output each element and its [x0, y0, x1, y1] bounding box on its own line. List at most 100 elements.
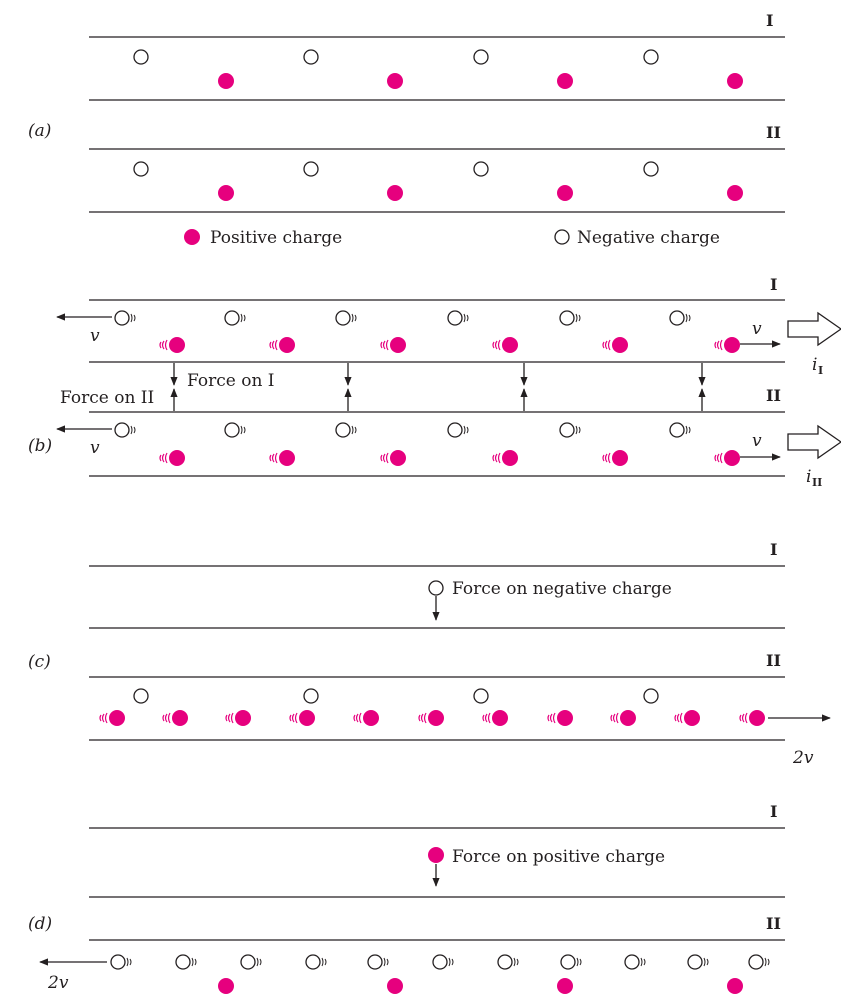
motion-mark [575, 313, 578, 323]
motion-mark [243, 314, 246, 322]
positive-charge [390, 450, 406, 466]
motion-mark [269, 341, 272, 349]
negative-charge [643, 161, 659, 177]
motion-mark [494, 340, 498, 350]
wire-label-2: II [766, 386, 781, 405]
wire-label-1: I [770, 540, 777, 559]
panel-a: I II (a) Positive charge Negative charge [28, 11, 785, 248]
motion-mark [719, 339, 723, 351]
motion-mark [716, 453, 720, 463]
motion-mark [161, 340, 165, 350]
negative-charge [473, 688, 489, 704]
current-label-2: i [806, 467, 811, 487]
motion-mark [706, 958, 709, 966]
negative-charge [643, 49, 659, 65]
wire-label-1: I [766, 11, 773, 30]
motion-mark [104, 712, 108, 724]
velocity-label-pos-2: v [752, 431, 762, 451]
motion-mark [380, 341, 383, 349]
motion-mark [640, 957, 643, 967]
positive-charge [279, 337, 295, 353]
motion-mark [358, 712, 362, 724]
motion-mark [256, 957, 259, 967]
motion-mark [418, 714, 421, 722]
positive-charge [749, 710, 765, 726]
positive-charge [169, 337, 185, 353]
wire-label-2: II [766, 651, 781, 670]
current-label-1: i [812, 355, 817, 375]
positive-charge [620, 710, 636, 726]
motion-mark [354, 314, 357, 322]
negative-charge [175, 954, 191, 970]
motion-mark [547, 714, 550, 722]
motion-mark [602, 454, 605, 462]
motion-mark [423, 712, 427, 724]
positive-charge [727, 978, 743, 994]
motion-mark [420, 713, 424, 723]
positive-charge [612, 337, 628, 353]
motion-mark [230, 712, 234, 724]
positive-charge [724, 337, 740, 353]
positive-charge [557, 710, 573, 726]
motion-mark [688, 314, 691, 322]
motion-mark [269, 454, 272, 462]
negative-charge [114, 310, 130, 326]
motion-mark [240, 425, 243, 435]
positive-charge [235, 710, 251, 726]
wire-label-2: II [766, 123, 781, 142]
motion-mark [744, 712, 748, 724]
motion-mark [610, 714, 613, 722]
motion-mark [164, 339, 168, 351]
positive-charge [218, 73, 234, 89]
motion-mark [685, 313, 688, 323]
positive-charge [387, 185, 403, 201]
negative-charge [367, 954, 383, 970]
velocity-label-neg-1: v [90, 326, 100, 346]
negative-charge [669, 310, 685, 326]
motion-mark [271, 453, 275, 463]
motion-mark [351, 425, 354, 435]
positive-charge [492, 710, 508, 726]
motion-mark [382, 453, 386, 463]
motion-mark [576, 957, 579, 967]
motion-mark [643, 958, 646, 966]
motion-mark [575, 425, 578, 435]
positive-charge [387, 978, 403, 994]
charges-d [110, 954, 770, 994]
motion-mark [382, 340, 386, 350]
motion-mark [191, 957, 194, 967]
negative-charge [114, 422, 130, 438]
motion-mark [194, 958, 197, 966]
panel-label-c: (c) [28, 652, 51, 672]
positive-charge [557, 978, 573, 994]
motion-mark [516, 958, 519, 966]
positive-charge [724, 450, 740, 466]
negative-charge [335, 422, 351, 438]
motion-mark [130, 313, 133, 323]
motion-mark [380, 454, 383, 462]
motion-mark [130, 425, 133, 435]
positive-charge [557, 73, 573, 89]
negative-charge [447, 310, 463, 326]
positive-charge [109, 710, 125, 726]
negative-charge [335, 310, 351, 326]
motion-mark [126, 957, 129, 967]
charges-b [114, 310, 740, 466]
negative-charge [133, 161, 149, 177]
motion-mark [494, 453, 498, 463]
legend-negative-label: Negative charge [577, 228, 720, 248]
negative-charge [240, 954, 256, 970]
motion-mark [602, 341, 605, 349]
motion-mark [688, 426, 691, 434]
motion-mark [225, 714, 228, 722]
negative-charge [559, 422, 575, 438]
negative-charge [224, 310, 240, 326]
positive-charge [218, 978, 234, 994]
negative-charge [687, 954, 703, 970]
motion-mark [607, 452, 611, 464]
positive-charge [279, 450, 295, 466]
motion-mark [703, 957, 706, 967]
motion-mark [674, 714, 677, 722]
panel-b: I II (b) v v v v i I i II Force on I For… [28, 275, 841, 489]
negative-charge [473, 161, 489, 177]
